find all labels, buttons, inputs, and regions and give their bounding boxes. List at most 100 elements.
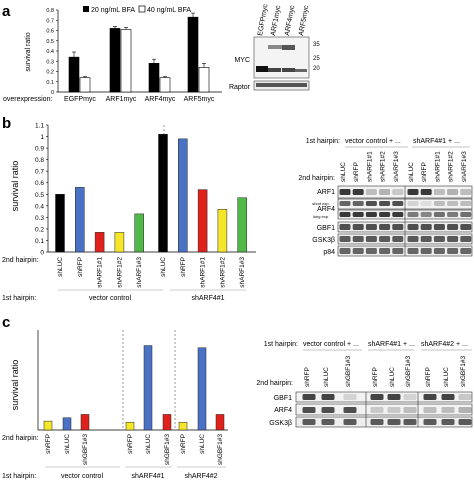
blot-band xyxy=(302,419,316,425)
blot-band xyxy=(407,236,419,242)
y-tick-label: 0.5 xyxy=(35,192,44,199)
blot-band xyxy=(321,394,335,400)
bar xyxy=(143,345,153,431)
y-tick-label: 0.6 xyxy=(35,180,44,187)
blot-band xyxy=(352,189,364,195)
blot-band xyxy=(420,236,432,242)
blot-band xyxy=(365,212,377,217)
blot-c-lane-label: shLUC xyxy=(389,367,396,387)
blot-band xyxy=(447,224,459,230)
blot-c-lane-label: shRFP xyxy=(372,367,379,387)
panel-c-ylabel: survival ratio xyxy=(10,360,20,411)
blot-band xyxy=(370,394,384,400)
y-tick-label: 0.6 xyxy=(46,29,54,35)
blot-b-lane-label: shARF1#2 xyxy=(448,151,455,182)
x-tick-label: shLUC xyxy=(160,257,167,277)
blot-band xyxy=(392,248,404,254)
blot-band xyxy=(370,419,384,425)
panel-c-blot: 1st hairpin: vector control + ... shARF4… xyxy=(256,341,473,428)
y-tick-label: 1.1 xyxy=(35,123,44,130)
x-tick-label: shARF1#2 xyxy=(116,257,123,288)
x-tick-label: shRFP xyxy=(180,434,187,454)
blot-band xyxy=(420,224,432,230)
blot-band xyxy=(423,407,437,413)
blot-band xyxy=(460,212,472,217)
panel-c-row-label-1st: 1st hairpin: xyxy=(2,473,36,480)
x-label-arf1myc: ARF1myc xyxy=(106,96,137,103)
bar xyxy=(120,29,132,93)
blot-band xyxy=(365,236,377,242)
blot-b-lane-label: shARF1#3 xyxy=(461,151,468,182)
blot-a-lane-0: EGFPmyc xyxy=(257,3,270,36)
blot-band xyxy=(407,248,419,254)
blot-band xyxy=(441,407,455,413)
bar xyxy=(43,420,53,431)
bar xyxy=(62,417,72,431)
blot-b-arf4-short: short exp. xyxy=(312,201,330,206)
y-tick-label: 0.7 xyxy=(46,18,54,24)
x-tick-label: shLUC xyxy=(199,434,206,454)
blot-band xyxy=(392,224,404,230)
blot-band xyxy=(433,248,445,254)
chart-c: shRFP shLUC shGBF1#3 shRFP shLUC shGBF1#3 shRF… xyxy=(37,330,228,465)
blot-c-row-gbf1: GBF1 xyxy=(274,395,292,402)
x-tick-label: shRFP xyxy=(77,257,84,277)
bar xyxy=(178,421,188,431)
blot-c-lane-label: shGBF1#3 xyxy=(405,356,412,387)
blot-band xyxy=(460,201,472,206)
bar xyxy=(75,187,85,253)
panel-label-a: a xyxy=(2,3,11,20)
bar xyxy=(215,414,225,431)
blot-band xyxy=(352,224,364,230)
blot-band xyxy=(339,236,351,242)
blot-b-row-gsk3b: GSK3β xyxy=(312,237,335,244)
blot-band xyxy=(343,394,357,400)
x-label-arf5myc: ARF5myc xyxy=(184,96,215,103)
blot-b-row-gbf1: GBF1 xyxy=(317,225,335,232)
y-tick-label: 0.4 xyxy=(35,203,44,210)
y-tick-label: 0.1 xyxy=(46,80,54,86)
blot-band xyxy=(447,212,459,217)
blot-band xyxy=(420,189,432,195)
bar xyxy=(237,197,247,253)
blot-c-row-gsk3b: GSK3β xyxy=(269,420,292,427)
bar xyxy=(79,77,91,93)
blot-c-group-1: shARF4#1 + ... xyxy=(368,341,415,348)
blot-c-lane-label: shLUC xyxy=(323,367,330,387)
x-tick-label: shRFP xyxy=(127,434,134,454)
bar xyxy=(114,232,125,253)
blot-band xyxy=(433,189,445,195)
blot-band xyxy=(352,236,364,242)
legend-label-20: 20 ng/mL BFA xyxy=(91,7,135,14)
blot-b-lane-label: shLUC xyxy=(408,162,415,182)
y-tick-label: 0.2 xyxy=(46,70,54,76)
y-tick-label: 0.2 xyxy=(35,226,44,233)
blot-band xyxy=(339,189,351,195)
blot-band xyxy=(365,248,377,254)
blot-band xyxy=(339,248,351,254)
y-tick-label: 0 xyxy=(51,90,54,96)
x-label-arf4myc: ARF4myc xyxy=(145,96,176,103)
y-tick-label: 0.9 xyxy=(35,146,44,153)
blot-band xyxy=(321,407,335,413)
bar xyxy=(198,67,210,93)
blot-band xyxy=(392,212,404,217)
x-tick-label: shARF1#3 xyxy=(136,257,143,288)
blot-band xyxy=(447,248,459,254)
blot-b-row-arf1: ARF1 xyxy=(317,189,335,196)
blot-band xyxy=(370,407,384,413)
blot-b-lane-label: shARF1#3 xyxy=(393,151,400,182)
blot-band xyxy=(392,189,404,195)
bar xyxy=(109,28,121,93)
blot-band xyxy=(403,394,417,400)
blot-band xyxy=(433,224,445,230)
panel-c-row-label-2nd: 2nd hairpin: xyxy=(2,435,39,442)
blot-band xyxy=(447,236,459,242)
blot-c-group-0: vector control + ... xyxy=(303,341,359,348)
panel-label-c: c xyxy=(2,314,10,331)
blot-band xyxy=(339,201,351,206)
blot-b-group-1: shARF4#1 + ... xyxy=(413,138,460,145)
blot-c-lane-label: shRFP xyxy=(304,367,311,387)
blot-a-lane-1: ARF1myc xyxy=(270,4,282,36)
